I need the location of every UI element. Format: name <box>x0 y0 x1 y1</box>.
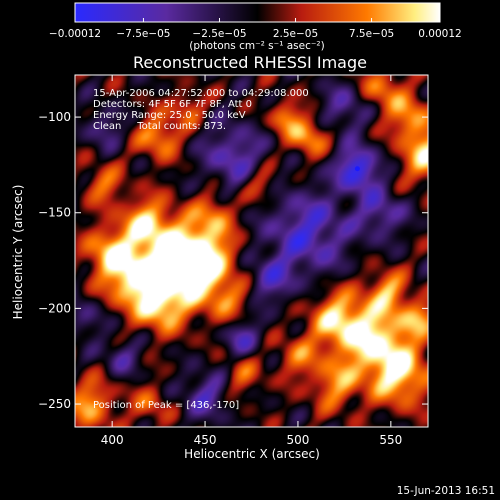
chart-title: Reconstructed RHESSI Image <box>133 53 367 72</box>
colorbar: −0.00012 −7.5e−05 −2.5e−05 2.5e−05 7.5e−05 0.… <box>49 2 462 52</box>
colorbar-ramp <box>74 2 441 23</box>
annotation-peak-position: Position of Peak = [436,-170] <box>93 400 239 411</box>
x-tick-label: 550 <box>379 433 402 447</box>
y-tick-label: −100 <box>38 110 71 124</box>
colorbar-tick-label: −0.00012 <box>49 28 101 40</box>
colorbar-unit-label: (photons cm⁻² s⁻¹ asec⁻²) <box>189 40 324 52</box>
colorbar-tick-label: −2.5e−05 <box>192 28 246 40</box>
axis-ticks: 400 450 500 550 −100 −150 −200 −250 <box>38 75 428 447</box>
y-tick-label: −150 <box>38 206 71 220</box>
heatmap-image-holder <box>75 75 428 427</box>
annotation-marks <box>354 166 360 172</box>
annotation-clean-counts: Clean Total counts: 873. <box>93 121 226 132</box>
colorbar-tick-label: −7.5e−05 <box>116 28 170 40</box>
colorbar-tick-label: 0.00012 <box>418 28 461 40</box>
y-tick-label: −200 <box>38 301 71 315</box>
annotation-time-range: 15-Apr-2006 04:27:52.000 to 04:29:08.000 <box>93 88 309 99</box>
annotation-text: 15-Apr-2006 04:27:52.000 to 04:29:08.000… <box>93 88 309 411</box>
footer-date: 15-Jun-2013 16:51 <box>397 485 495 497</box>
annotation-energy-range: Energy Range: 25.0 - 50.0 keV <box>93 110 246 121</box>
y-axis-label: Heliocentric Y (arcsec) <box>11 185 25 320</box>
minimum-marker <box>354 166 360 172</box>
heatmap-image <box>75 75 428 427</box>
plot-frame <box>74 74 429 428</box>
x-axis-label: Heliocentric X (arcsec) <box>184 447 320 461</box>
plot-area: 400 450 500 550 −100 −150 −200 −250 <box>38 74 429 447</box>
colorbar-tick-label: 2.5e−05 <box>273 28 318 40</box>
colorbar-tick-label: 7.5e−05 <box>349 28 394 40</box>
x-tick-label: 400 <box>101 433 124 447</box>
colorbar-ticks: −0.00012 −7.5e−05 −2.5e−05 2.5e−05 7.5e−05 0.… <box>49 18 462 40</box>
x-tick-label: 500 <box>286 433 309 447</box>
y-tick-label: −250 <box>38 397 71 411</box>
x-tick-label: 450 <box>194 433 217 447</box>
annotation-detectors: Detectors: 4F 5F 6F 7F 8F, Att 0 <box>93 99 252 110</box>
